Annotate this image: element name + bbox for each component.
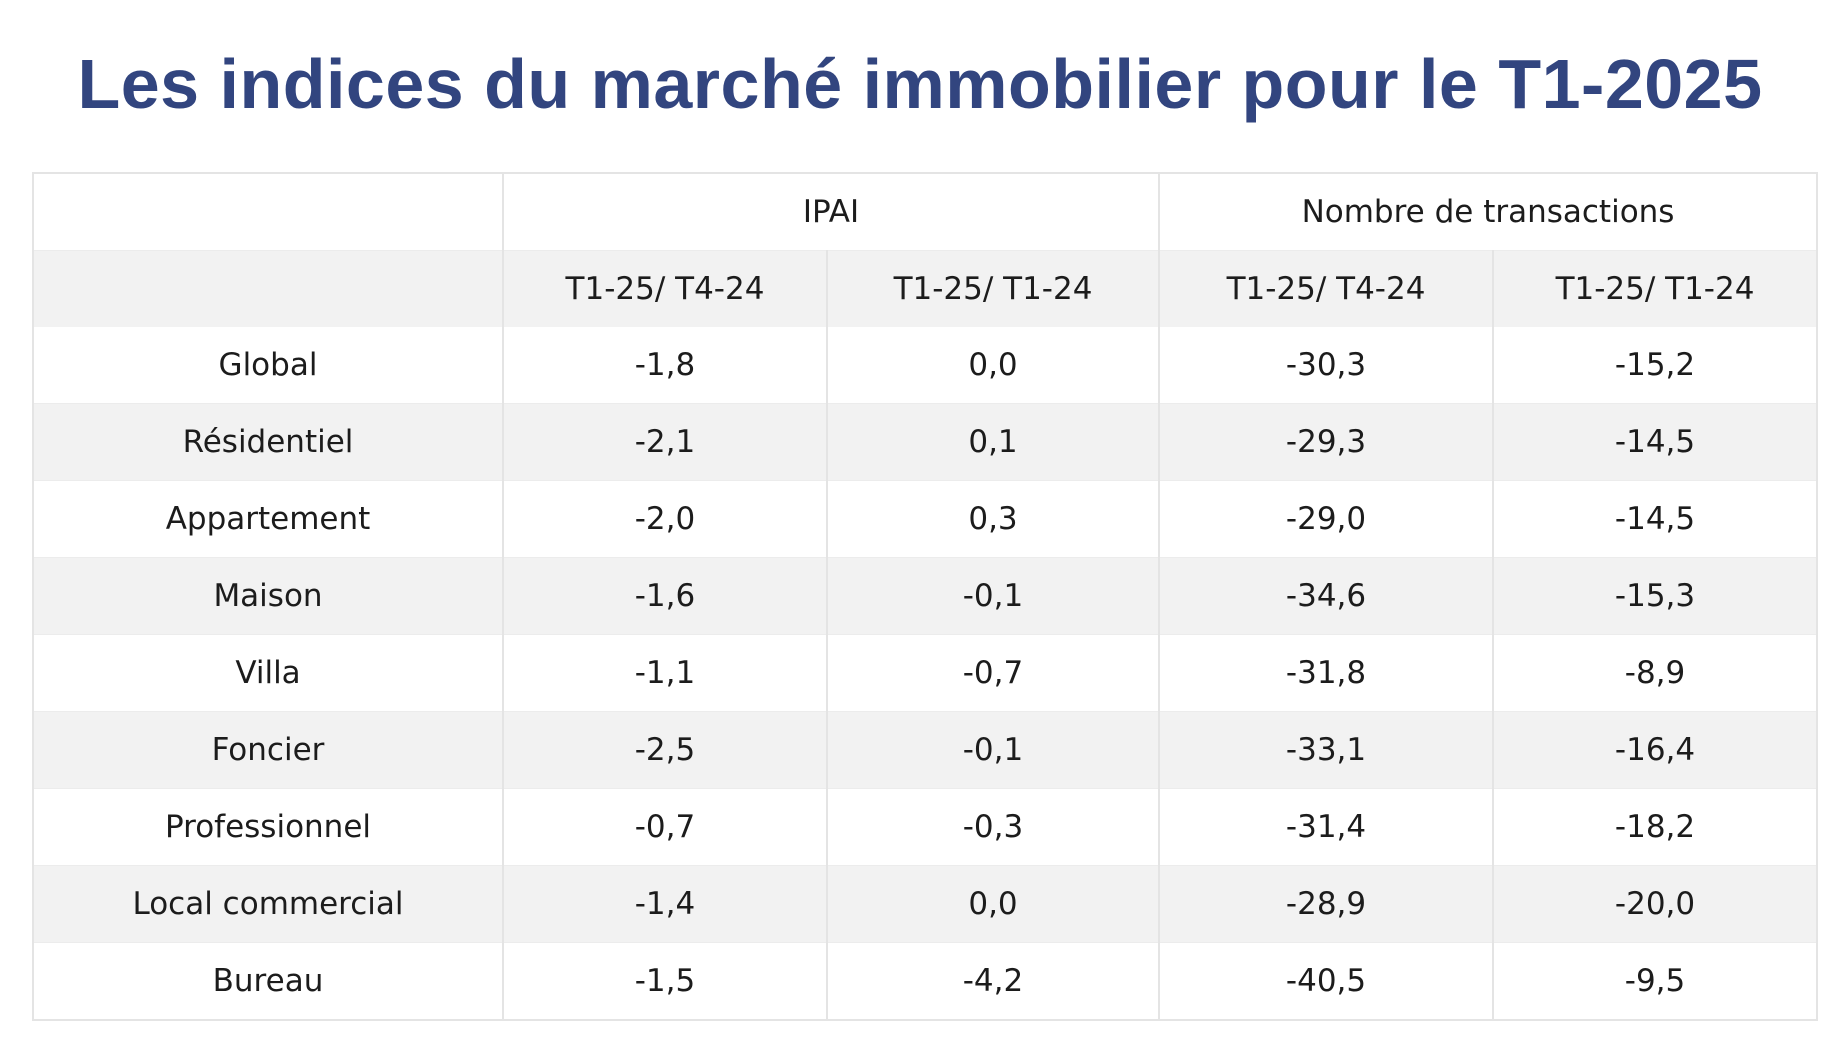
page-title: Les indices du marché immobilier pour le… <box>77 45 1763 123</box>
sub-header-ipai-t1: T1-25/ T1-24 <box>825 250 1161 327</box>
sub-header-row: T1-25/ T4-24 T1-25/ T1-24 T1-25/ T4-24 T… <box>32 250 1819 327</box>
table-cell: 0,0 <box>825 865 1161 943</box>
table-cell: -1,6 <box>502 557 828 635</box>
table-row: Bureau -1,5 -4,2 -40,5 -9,5 <box>32 942 1819 1020</box>
table-cell: -15,3 <box>1492 557 1819 635</box>
market-index-table: IPAI Nombre de transactions T1-25/ T4-24… <box>32 172 1819 1021</box>
sub-header-trans-t4: T1-25/ T4-24 <box>1158 250 1495 327</box>
table-cell: 0,0 <box>825 327 1161 404</box>
table-cell: -20,0 <box>1492 865 1819 943</box>
table-cell: 0,1 <box>825 403 1161 481</box>
table-cell: -0,7 <box>502 788 828 866</box>
row-label: Bureau <box>32 942 504 1020</box>
row-label: Foncier <box>32 711 504 789</box>
table-cell: -30,3 <box>1158 327 1495 404</box>
table-row: Appartement -2,0 0,3 -29,0 -14,5 <box>32 480 1819 558</box>
table-cell: -29,3 <box>1158 403 1495 481</box>
table-cell: -0,1 <box>825 557 1161 635</box>
table-cell: -8,9 <box>1492 634 1819 712</box>
table-cell: -14,5 <box>1492 403 1819 481</box>
table-cell: -31,8 <box>1158 634 1495 712</box>
table-row: Global -1,8 0,0 -30,3 -15,2 <box>32 327 1819 404</box>
table-row: Villa -1,1 -0,7 -31,8 -8,9 <box>32 634 1819 712</box>
table-cell: -15,2 <box>1492 327 1819 404</box>
table-cell: -1,5 <box>502 942 828 1020</box>
table-cell: -16,4 <box>1492 711 1819 789</box>
row-label: Maison <box>32 557 504 635</box>
table-row: Professionnel -0,7 -0,3 -31,4 -18,2 <box>32 788 1819 866</box>
row-label: Appartement <box>32 480 504 558</box>
row-label: Professionnel <box>32 788 504 866</box>
table-cell: 0,3 <box>825 480 1161 558</box>
table-cell: -2,1 <box>502 403 828 481</box>
sub-header-trans-t1: T1-25/ T1-24 <box>1492 250 1819 327</box>
table-cell: -29,0 <box>1158 480 1495 558</box>
table-cell: -34,6 <box>1158 557 1495 635</box>
sub-header-ipai-t4: T1-25/ T4-24 <box>502 250 828 327</box>
table-cell: -0,3 <box>825 788 1161 866</box>
row-label: Résidentiel <box>32 403 504 481</box>
row-label: Local commercial <box>32 865 504 943</box>
table-cell: -0,7 <box>825 634 1161 712</box>
table-cell: -0,1 <box>825 711 1161 789</box>
table-cell: -2,0 <box>502 480 828 558</box>
table-cell: -31,4 <box>1158 788 1495 866</box>
table-cell: -2,5 <box>502 711 828 789</box>
table-row: Foncier -2,5 -0,1 -33,1 -16,4 <box>32 711 1819 789</box>
table-cell: -9,5 <box>1492 942 1819 1020</box>
table-row: Résidentiel -2,1 0,1 -29,3 -14,5 <box>32 403 1819 481</box>
table-cell: -18,2 <box>1492 788 1819 866</box>
table-cell: -1,8 <box>502 327 828 404</box>
table-cell: -33,1 <box>1158 711 1495 789</box>
table-cell: -40,5 <box>1158 942 1495 1020</box>
row-label: Global <box>32 327 504 404</box>
group-header-row: IPAI Nombre de transactions <box>32 173 1819 251</box>
table-cell: -4,2 <box>825 942 1161 1020</box>
group-header-ipai: IPAI <box>501 173 1161 251</box>
group-header-empty <box>32 173 504 251</box>
sub-header-empty <box>32 250 504 327</box>
row-label: Villa <box>32 634 504 712</box>
table-cell: -1,4 <box>502 865 828 943</box>
table-cell: -1,1 <box>502 634 828 712</box>
table-cell: -28,9 <box>1158 865 1495 943</box>
table-cell: -14,5 <box>1492 480 1819 558</box>
table-row: Local commercial -1,4 0,0 -28,9 -20,0 <box>32 865 1819 943</box>
table-row: Maison -1,6 -0,1 -34,6 -15,3 <box>32 557 1819 635</box>
group-header-transactions: Nombre de transactions <box>1158 173 1819 251</box>
